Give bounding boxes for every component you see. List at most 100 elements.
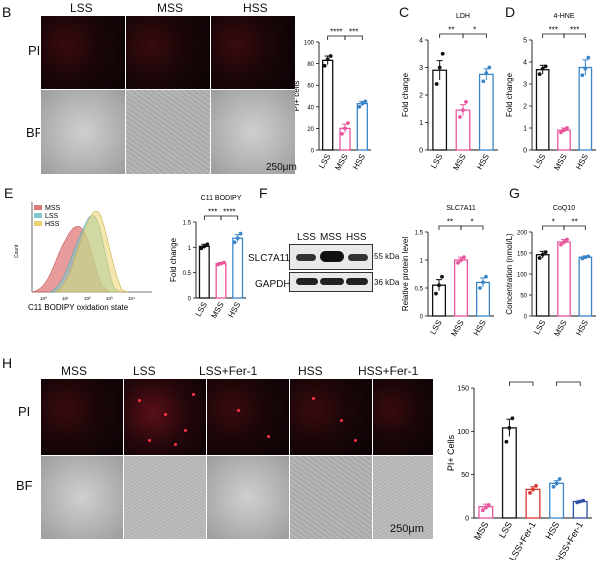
chart-b-data-point [325,57,330,62]
chart-h-sig-bracket [509,381,534,386]
chart-c-sig-bracket [439,33,464,38]
chart-h-y-tick-label: 50 [461,472,469,479]
legend-lss: LSS [45,213,59,220]
chart-c-x-tick-label: MSS [451,153,467,173]
histogram-x-tick-1: 10¹ [62,296,69,301]
h-column-label-lss: LSS [133,364,156,378]
chart-h-data-point [581,498,586,503]
h-column-label-hss: HSS [298,364,323,378]
chart-f2-y-tick-label: 0.5 [415,287,424,293]
chart-d-y-tick-label: 2 [523,104,527,111]
panel-label-h: H [2,355,13,371]
h-micrograph-bf-hss [289,455,373,540]
chart-d-title: 4-HNE [553,13,574,20]
chart-b-x-tick-label: LSS [317,153,332,171]
chart-h-x-tick-label: LSS [497,520,514,540]
chart-f2: SLC7A11 0 0.5 1 1.5 Relative protein level LSS… [401,205,494,339]
chart-d-bar [535,69,550,151]
chart-g-sig-label: ** [572,218,578,227]
histogram-x-tick-2: 10² [84,296,91,301]
chart-g-bar [557,241,571,317]
chart-e2-data-point [219,261,223,266]
chart-f2-data-point [437,283,441,288]
chart-d-y-tick-label: 4 [523,60,527,67]
chart-f2-data-point [459,258,463,262]
chart-e2-y-tick-label: 1.5 [183,221,192,227]
chart-d-bar [578,66,593,151]
band-slc7a11-hss [348,254,368,261]
h-micrograph-pi-hss-fer1 [372,378,434,456]
chart-h-data-point [534,484,538,488]
chart-c-y-tick-label: 2 [419,93,423,100]
chart-f2-x-tick-label: MSS [449,319,465,339]
chart-g-y-tick-label: 100 [517,273,528,279]
chart-b-data-point [360,101,365,106]
chart-f2-y-tick-label: 0 [420,315,424,321]
band-slc7a11-mss [320,251,344,262]
chart-e2-y-tick-label: 0.5 [183,271,192,277]
chart-e2-data-point [199,246,204,251]
chart-h-y-tick-label: 150 [457,386,469,393]
pi-positive-cell [312,397,315,400]
histogram-x-tick-4: 10⁴ [128,296,135,301]
chart-e2-title: C11 BODIPY [201,195,242,202]
chart-e2-sig-label: **** [223,208,235,217]
chart-f2-sig-bracket [460,225,484,230]
pi-positive-cell [340,419,343,422]
chart-e2-x-tick-label: MSS [209,301,225,321]
chart-c-y-tick-label: 3 [419,65,423,72]
lane-label-lss: LSS [297,232,316,243]
chart-b-data-point [340,131,344,136]
chart-d-x-tick-label: LSS [532,153,547,171]
chart-c-data-point [440,51,445,56]
chart-c-y-tick-label: 4 [419,38,423,45]
chart-d-y-label: Fold change [505,72,514,117]
chart-h-data-point [528,490,532,495]
h-micrograph-bf-hss-fer1 [372,455,434,540]
chart-h-x-tick-label: MSS [472,520,490,542]
chart-g-y-tick-label: 200 [517,231,528,237]
chart-e2-data-point [205,242,210,247]
h-micrograph-pi-lss-fer1 [206,378,290,456]
micrograph-bf-hss [210,89,296,175]
pi-positive-cell [164,413,167,416]
row-label-bf: BF [26,125,43,140]
chart-e2-bar [198,245,210,299]
band-slc7a11-lss [296,254,316,261]
chart-e2-sig-bracket [203,215,222,220]
band-gapdh-hss [346,278,368,285]
chart-c-y-label: Fold change [401,72,410,117]
chart-e2-data-point [222,260,226,265]
chart-g-data-point [580,256,585,261]
chart-g-sig-bracket [542,225,565,230]
chart-f2-sig-label: ** [447,218,453,227]
chart-d-x-tick-label: MSS [552,153,568,173]
chart-h-x-tick-label: HSS [543,520,561,541]
h-column-label-hss-fer1: HSS+Fer-1 [358,364,419,378]
chart-h-data-point [578,499,583,504]
h-micrograph-pi-lss [123,378,207,456]
chart-h-bar [572,500,588,519]
chart-h-data-point [480,508,485,513]
chart-h-data-point [551,484,556,489]
row-label-pi: PI [28,43,41,58]
chart-f2-sig-label: * [470,218,473,227]
h-micrograph-bf-lss [123,455,207,540]
chart-e2: C11 BODIPY 0 0.5 1 1.5 Fold change LSS MSS HSS **… [170,195,246,321]
chart-f2-x-tick-label: HSS [472,319,488,338]
panel-label-f: F [259,185,268,201]
chart-e2-y-label: Fold change [170,237,178,282]
chart-f2-data-point [434,291,438,296]
pi-positive-cell [138,399,141,402]
micrograph-bf-mss [125,89,211,175]
chart-b-data-point [357,104,362,109]
pi-positive-cell [237,409,240,412]
chart-h-sig-label: **** [514,378,529,383]
chart-h-data-point [510,416,515,421]
chart-d-data-point [586,55,591,60]
chart-d-data-point [562,128,566,133]
chart-d-y-tick-label: 5 [523,38,527,45]
chart-b-sig-bracket [327,35,346,40]
chart-h-bar [525,488,541,519]
chart-c-sig-bracket [462,33,487,38]
